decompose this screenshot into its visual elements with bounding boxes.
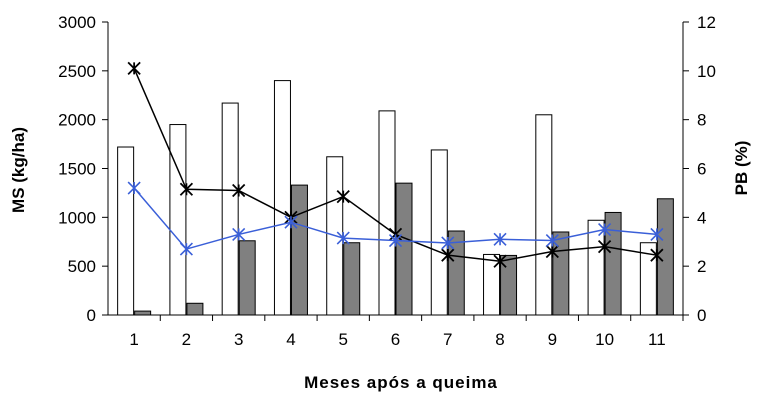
line-blue-marker <box>336 231 350 245</box>
line-black-marker <box>441 248 455 262</box>
right-tick-label: 12 <box>697 13 716 32</box>
line-blue-marker <box>127 181 141 195</box>
y2-axis-title: PB (%) <box>732 141 751 196</box>
line-blue-marker <box>284 215 298 229</box>
bar-gray <box>552 231 570 316</box>
bar-white <box>221 102 239 316</box>
left-tick-label: 2500 <box>58 62 96 81</box>
line-black-marker <box>545 244 559 259</box>
x-axis: 1 2 3 4 5 6 7 8 9 10 11 <box>108 314 684 349</box>
x-axis-title: Meses após a queima <box>304 373 498 392</box>
left-tick-label: 500 <box>68 257 96 276</box>
bar-white <box>169 124 187 316</box>
x-tick-label: 5 <box>338 330 347 349</box>
x-tick-label: 3 <box>234 330 243 349</box>
x-tick-label: 9 <box>548 330 557 349</box>
left-tick-label: 1000 <box>58 208 96 227</box>
x-tick-label: 8 <box>495 330 504 349</box>
bar-gray <box>290 184 308 316</box>
line-black-marker <box>179 182 194 196</box>
x-tick-label: 2 <box>182 330 191 349</box>
line-black-marker <box>493 254 507 268</box>
x-tick-label: 7 <box>443 330 452 349</box>
x-tick-label: 11 <box>648 330 666 349</box>
line-blue-marker <box>179 242 193 256</box>
right-tick-label: 10 <box>697 62 716 81</box>
line-black-marker <box>232 183 246 198</box>
x-tick-label: 1 <box>129 330 138 349</box>
x-tick-label: 6 <box>391 330 400 349</box>
left-tick-label: 0 <box>87 306 96 325</box>
line-blue-marker <box>388 233 403 248</box>
bar-white <box>483 253 501 316</box>
bar-gray <box>134 310 152 316</box>
line-black-marker <box>650 248 664 262</box>
right-tick-label: 6 <box>697 160 706 179</box>
line-black-marker <box>127 61 141 76</box>
line-blue-marker <box>650 227 664 241</box>
right-y-axis: 0 2 4 6 8 10 12 <box>682 13 716 325</box>
left-tick-label: 2000 <box>58 111 96 130</box>
bar-white <box>378 110 396 316</box>
x-tick-label: 10 <box>595 330 614 349</box>
bar-white <box>273 80 291 316</box>
right-tick-label: 0 <box>697 306 706 325</box>
bar-gray <box>395 182 413 316</box>
bar-gray <box>604 211 622 316</box>
bar-white <box>587 219 605 316</box>
left-y-axis: 0 500 1000 1500 2000 2500 3000 <box>58 13 109 325</box>
lines-group <box>127 61 664 268</box>
bar-white <box>535 114 553 316</box>
line-black-marker <box>597 239 612 254</box>
left-tick-label: 1500 <box>58 160 96 179</box>
right-tick-label: 4 <box>697 208 706 227</box>
line-blue-marker <box>232 227 246 241</box>
right-tick-label: 8 <box>697 111 706 130</box>
bar-white <box>430 149 448 316</box>
line-blue-marker <box>441 236 455 250</box>
bar-gray <box>343 242 361 316</box>
line-black-marker <box>336 189 350 204</box>
bar-gray <box>238 240 256 316</box>
y-axis-title: MS (kg/ha) <box>9 127 28 213</box>
line-blue-marker <box>598 222 612 237</box>
bar-gray <box>186 302 204 316</box>
line-blue-marker <box>545 233 559 248</box>
bar-gray <box>447 230 465 316</box>
line-blue-marker <box>493 232 507 246</box>
left-tick-label: 3000 <box>58 13 96 32</box>
bar-white <box>117 146 135 316</box>
right-tick-label: 2 <box>697 257 706 276</box>
x-tick-label: 4 <box>286 330 295 349</box>
bar-gray <box>500 254 518 316</box>
bars-group <box>117 80 674 316</box>
